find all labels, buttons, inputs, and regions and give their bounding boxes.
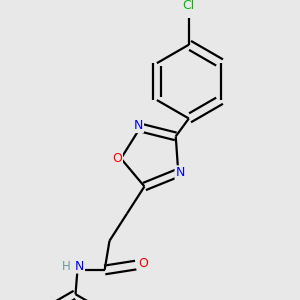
Text: O: O bbox=[139, 257, 148, 270]
Text: N: N bbox=[75, 260, 84, 273]
Text: N: N bbox=[176, 166, 185, 179]
Text: Cl: Cl bbox=[183, 0, 195, 12]
Text: O: O bbox=[112, 152, 122, 165]
Text: H: H bbox=[61, 260, 70, 273]
Text: N: N bbox=[134, 119, 143, 132]
